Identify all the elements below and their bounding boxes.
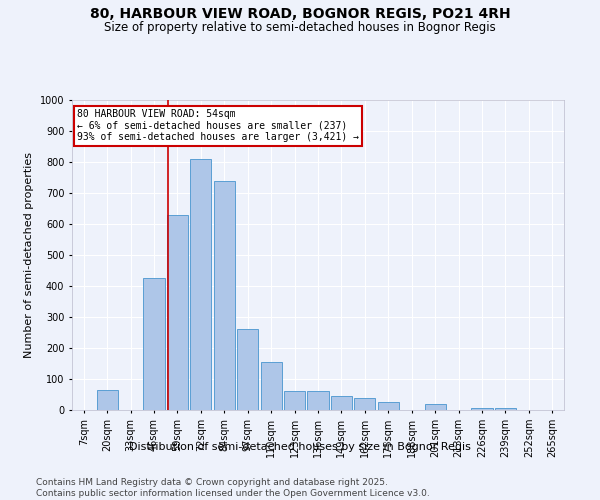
- Bar: [190, 159, 211, 410]
- Text: Size of property relative to semi-detached houses in Bognor Regis: Size of property relative to semi-detach…: [104, 21, 496, 34]
- Bar: [331, 396, 352, 410]
- Text: Contains HM Land Registry data © Crown copyright and database right 2025.
Contai: Contains HM Land Registry data © Crown c…: [36, 478, 430, 498]
- Bar: [307, 392, 329, 410]
- Bar: [378, 402, 399, 410]
- Bar: [214, 180, 235, 410]
- Y-axis label: Number of semi-detached properties: Number of semi-detached properties: [25, 152, 34, 358]
- Bar: [284, 392, 305, 410]
- Text: Distribution of semi-detached houses by size in Bognor Regis: Distribution of semi-detached houses by …: [129, 442, 471, 452]
- Text: 80, HARBOUR VIEW ROAD, BOGNOR REGIS, PO21 4RH: 80, HARBOUR VIEW ROAD, BOGNOR REGIS, PO2…: [89, 8, 511, 22]
- Bar: [260, 362, 281, 410]
- Bar: [167, 214, 188, 410]
- Bar: [97, 390, 118, 410]
- Bar: [495, 408, 516, 410]
- Bar: [425, 404, 446, 410]
- Text: 80 HARBOUR VIEW ROAD: 54sqm
← 6% of semi-detached houses are smaller (237)
93% o: 80 HARBOUR VIEW ROAD: 54sqm ← 6% of semi…: [77, 110, 359, 142]
- Bar: [143, 278, 164, 410]
- Bar: [237, 330, 258, 410]
- Bar: [472, 408, 493, 410]
- Bar: [355, 398, 376, 410]
